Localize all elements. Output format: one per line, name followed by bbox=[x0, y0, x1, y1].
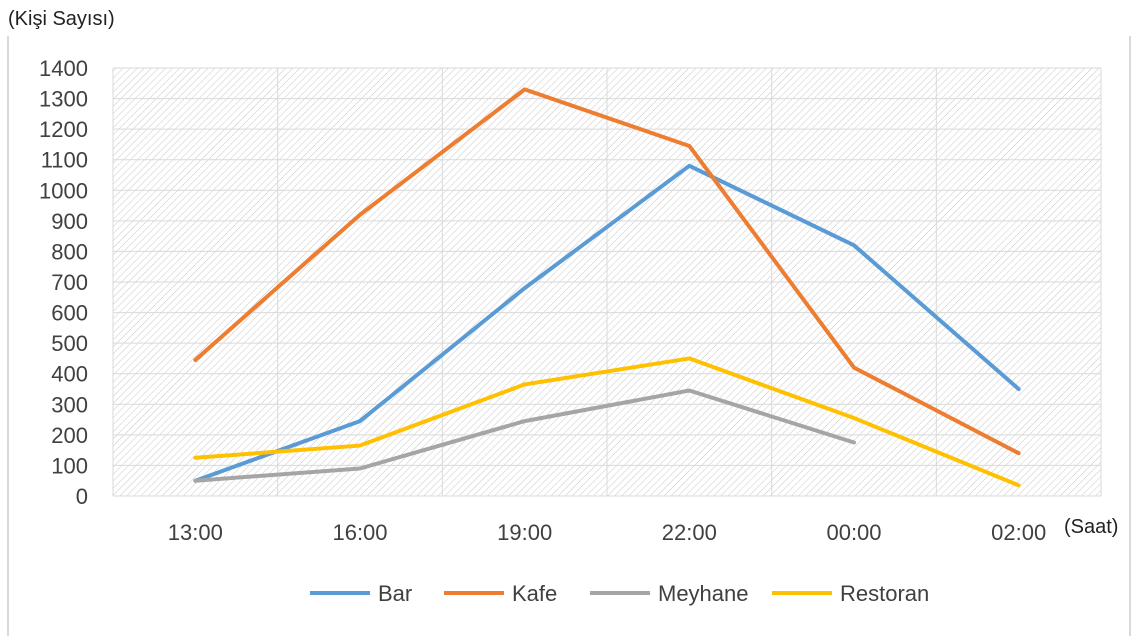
series-line-restoran bbox=[193, 356, 1021, 488]
series-line-kafe bbox=[193, 87, 1021, 456]
y-tick-label: 600 bbox=[51, 301, 88, 326]
y-tick-label: 1300 bbox=[39, 87, 88, 112]
x-tick-label: 02:00 bbox=[991, 520, 1046, 545]
y-tick-label: 1400 bbox=[39, 56, 88, 81]
y-tick-label: 800 bbox=[51, 239, 88, 264]
y-tick-label: 1000 bbox=[39, 178, 88, 203]
legend-label: Kafe bbox=[512, 581, 557, 606]
gridlines bbox=[112, 67, 1102, 497]
legend: Bar Kafe Meyhane Restoran bbox=[310, 581, 929, 606]
series-line-meyhane bbox=[193, 388, 856, 483]
legend-label: Restoran bbox=[840, 581, 929, 606]
y-tick-label: 1200 bbox=[39, 117, 88, 142]
series-lines bbox=[193, 87, 1021, 488]
y-tick-labels: 0 100 200 300 400 500 600 700 800 900 1000 1100 1200… bbox=[39, 56, 88, 509]
x-tick-labels: 13:00 16:00 19:00 22:00 00:00 02:00 bbox=[168, 520, 1046, 545]
legend-label: Bar bbox=[378, 581, 412, 606]
y-tick-label: 100 bbox=[51, 453, 88, 478]
y-tick-label: 200 bbox=[51, 423, 88, 448]
y-tick-label: 1100 bbox=[41, 148, 88, 173]
y-axis-title: (Kişi Sayısı) bbox=[8, 8, 115, 30]
x-tick-label: 13:00 bbox=[168, 520, 223, 545]
y-tick-label: 300 bbox=[51, 392, 88, 417]
x-tick-label: 22:00 bbox=[662, 520, 717, 545]
y-tick-label: 400 bbox=[51, 362, 88, 387]
y-tick-label: 900 bbox=[51, 209, 88, 234]
y-tick-label: 700 bbox=[51, 270, 88, 295]
y-tick-label: 0 bbox=[76, 484, 88, 509]
series-line-bar bbox=[193, 163, 1021, 483]
legend-label: Meyhane bbox=[658, 581, 749, 606]
x-tick-label: 16:00 bbox=[332, 520, 387, 545]
y-tick-label: 500 bbox=[51, 331, 88, 356]
x-tick-label: 19:00 bbox=[497, 520, 552, 545]
x-tick-label: 00:00 bbox=[826, 520, 881, 545]
x-axis-title: (Saat) bbox=[1064, 516, 1119, 538]
